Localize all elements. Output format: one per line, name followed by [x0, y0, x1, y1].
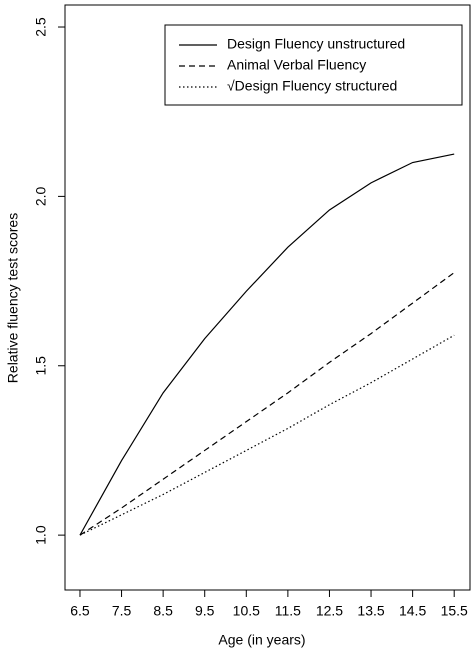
- x-tick-label: 12.5: [316, 603, 343, 619]
- x-tick-label: 7.5: [112, 603, 132, 619]
- x-tick-label: 14.5: [399, 603, 426, 619]
- x-tick-label: 9.5: [195, 603, 215, 619]
- y-tick-label: 2.5: [33, 17, 49, 37]
- y-axis-label: Relative fluency test scores: [5, 213, 21, 383]
- y-tick-label: 1.0: [33, 525, 49, 545]
- x-tick-label: 6.5: [70, 603, 90, 619]
- y-tick-label: 1.5: [33, 356, 49, 376]
- y-tick-label: 2.0: [33, 186, 49, 206]
- series-line: [79, 272, 455, 536]
- x-tick-label: 10.5: [233, 603, 260, 619]
- legend: Design Fluency unstructured Animal Verbal…: [164, 24, 463, 106]
- x-tick-label: 11.5: [275, 603, 301, 619]
- series-line: [79, 334, 455, 536]
- legend-label: √Design Fluency structured: [227, 78, 397, 94]
- legend-box: [164, 24, 463, 106]
- legend-label: Animal Verbal Fluency: [227, 57, 366, 73]
- x-tick-label: 8.5: [153, 603, 173, 619]
- x-axis-label: Age (in years): [218, 632, 305, 648]
- x-tick-label: 13.5: [357, 603, 384, 619]
- plot-frame: [64, 4, 471, 591]
- series-line: [79, 153, 455, 536]
- x-tick-label: 15.5: [441, 603, 468, 619]
- legend-label: Design Fluency unstructured: [227, 36, 405, 52]
